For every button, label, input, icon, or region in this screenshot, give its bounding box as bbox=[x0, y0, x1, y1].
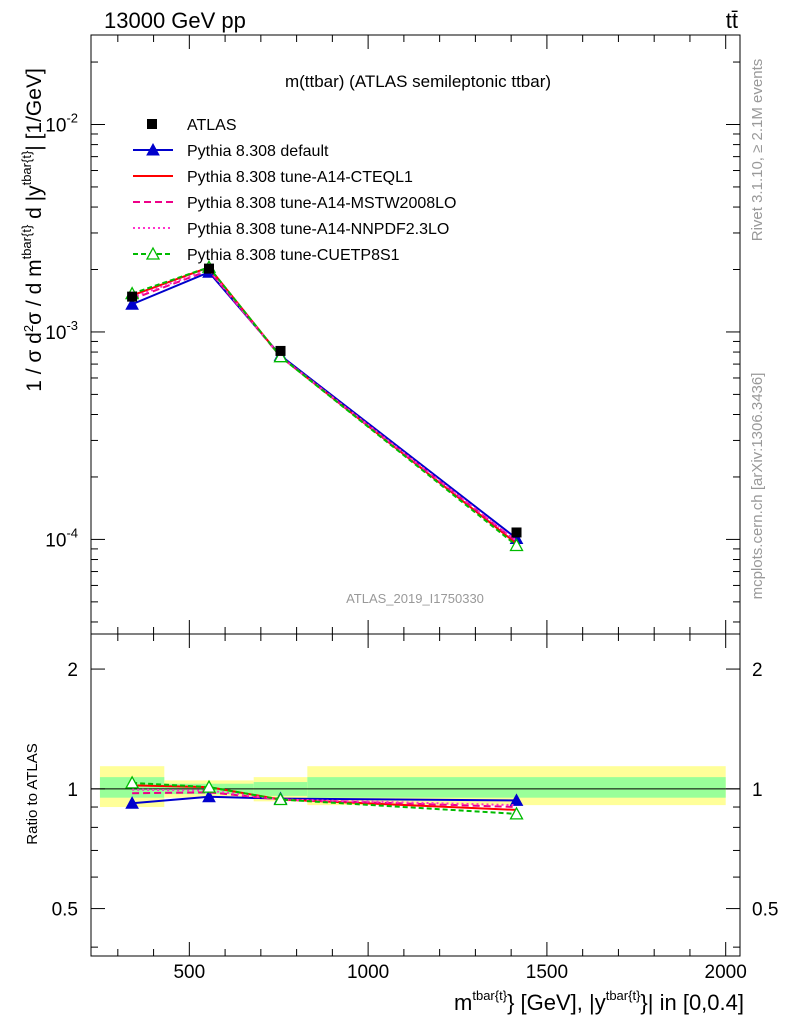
ratio-y-tick-label-right: 0.5 bbox=[752, 900, 778, 921]
main-line-3 bbox=[131, 268, 518, 542]
plot-title: m(ttbar) (ATLAS semileptonic ttbar) bbox=[285, 72, 551, 91]
atlas-data-point bbox=[127, 291, 138, 302]
main-y-tick-label: 10-4 bbox=[45, 525, 78, 551]
ratio-point-0 bbox=[509, 793, 524, 806]
main-point-4 bbox=[273, 349, 288, 363]
ratio-line-3 bbox=[132, 788, 517, 807]
process-label: tt̄ bbox=[726, 8, 738, 33]
atlas-data-point bbox=[511, 527, 522, 538]
main-line-2 bbox=[131, 269, 518, 543]
ratio-point-0 bbox=[202, 789, 216, 803]
legend-label-4: Pythia 8.308 tune-CUETP8S1 bbox=[187, 247, 400, 264]
main-point-0 bbox=[125, 297, 139, 310]
ratio-line-4 bbox=[132, 781, 517, 815]
atlas-data-point bbox=[204, 263, 214, 274]
ratio-point-4 bbox=[201, 779, 217, 793]
ratio-point-4 bbox=[125, 775, 140, 789]
main-point-4 bbox=[509, 538, 524, 552]
ratio-point-4 bbox=[273, 792, 288, 806]
x-tick-label: 2000 bbox=[705, 962, 747, 983]
source-label: mcplots.cern.ch [arXiv:1306.3436] bbox=[749, 373, 766, 600]
ratio-plot-frame bbox=[90, 633, 741, 957]
legend-marker-atlas bbox=[147, 119, 157, 129]
ratio-y-tick-label-right: 2 bbox=[752, 660, 763, 681]
main-y-axis-label: 1 / σ d2σ / d mtbar{t} d |ytbar{t}| [1/G… bbox=[19, 68, 46, 392]
ratio-point-4 bbox=[509, 806, 524, 820]
ratio-line-2 bbox=[132, 791, 517, 809]
ratio-y-tick-label: 1 bbox=[67, 780, 78, 801]
main-y-tick-label: 10-2 bbox=[45, 110, 78, 136]
atlas-data-point bbox=[275, 345, 286, 356]
legend-marker-4 bbox=[145, 246, 161, 260]
axis-ticks bbox=[91, 35, 740, 956]
axis-tick-labels: 500 1000 1500 2000 10-4 10-3 10-2 0.5 0.5 1 1 2 2 bbox=[45, 110, 778, 983]
legend-marker-0 bbox=[146, 142, 160, 156]
ratio-point-0 bbox=[125, 796, 139, 809]
x-axis-label: mtbar{t}} [GeV], |ytbar{t}}| in [0,0.4] bbox=[454, 988, 744, 1015]
main-line-1 bbox=[131, 266, 518, 545]
legend: ATLAS Pythia 8.308 default Pythia 8.308 tu… bbox=[133, 117, 456, 264]
energy-label: 13000 GeV pp bbox=[104, 8, 246, 33]
ratio-series-group bbox=[125, 775, 524, 820]
legend-label-3: Pythia 8.308 tune-A14-NNPDF2.3LO bbox=[187, 221, 449, 238]
ratio-y-tick-label: 0.5 bbox=[52, 900, 78, 921]
legend-label-0: Pythia 8.308 default bbox=[187, 143, 329, 160]
main-line-4 bbox=[131, 266, 518, 547]
x-tick-label: 500 bbox=[173, 962, 205, 983]
main-series-group bbox=[125, 259, 524, 552]
ratio-line-0 bbox=[132, 795, 517, 805]
analysis-watermark: ATLAS_2019_I1750330 bbox=[346, 591, 484, 606]
x-tick-label: 1500 bbox=[526, 962, 568, 983]
inner-band-3 bbox=[307, 777, 726, 798]
legend-label-2: Pythia 8.308 tune-A14-MSTW2008LO bbox=[187, 195, 456, 212]
x-tick-label: 1000 bbox=[347, 962, 389, 983]
ratio-y-tick-label: 2 bbox=[67, 660, 78, 681]
ratio-y-tick-label-right: 1 bbox=[752, 780, 763, 801]
rivet-version-label: Rivet 3.1.10, ≥ 2.1M events bbox=[749, 59, 766, 242]
main-y-tick-label: 10-3 bbox=[45, 318, 78, 344]
legend-label-1: Pythia 8.308 tune-A14-CTEQL1 bbox=[187, 169, 413, 186]
ratio-y-axis-label: Ratio to ATLAS bbox=[24, 743, 41, 844]
legend-label-atlas: ATLAS bbox=[187, 117, 237, 134]
